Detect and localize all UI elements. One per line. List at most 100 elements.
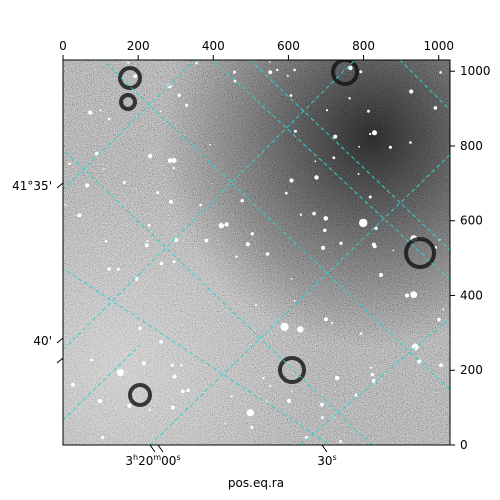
star	[312, 211, 316, 216]
star	[233, 79, 237, 83]
star	[370, 372, 375, 377]
star	[359, 70, 363, 74]
right-tick-label: 800	[460, 139, 483, 153]
top-tick-label: 0	[59, 39, 67, 53]
star	[280, 322, 289, 331]
right-tick-label: 1000	[460, 64, 491, 78]
star	[268, 61, 271, 63]
star	[85, 183, 90, 188]
star	[439, 363, 443, 368]
star	[321, 245, 326, 250]
star	[323, 228, 327, 233]
star	[122, 180, 126, 184]
top-tick-label: 600	[277, 39, 300, 53]
star	[246, 409, 254, 417]
grid-line	[63, 60, 356, 351]
star	[245, 242, 250, 247]
star	[147, 153, 153, 159]
star	[126, 61, 130, 64]
star	[230, 395, 233, 398]
star	[334, 375, 340, 381]
dec-tick-label-2: 40'	[33, 334, 52, 348]
star	[262, 376, 265, 380]
star	[180, 364, 183, 367]
star	[372, 130, 377, 136]
star	[134, 277, 139, 281]
star	[314, 160, 317, 163]
star	[148, 408, 152, 411]
dark-blobs	[118, 60, 436, 407]
star	[209, 144, 211, 146]
star	[323, 216, 329, 221]
star	[181, 389, 185, 394]
star	[392, 249, 395, 252]
star	[68, 162, 71, 166]
sky-image	[63, 60, 450, 445]
star	[144, 243, 149, 248]
star	[88, 110, 93, 115]
star	[99, 109, 102, 112]
star	[297, 326, 304, 333]
top-tick-label: 200	[127, 39, 150, 53]
right-tick-label: 200	[460, 363, 483, 377]
star	[167, 158, 173, 163]
grid-line	[399, 60, 450, 111]
star	[331, 322, 333, 325]
star	[77, 213, 82, 218]
star	[293, 68, 296, 72]
star	[104, 239, 108, 243]
dark-ring	[278, 356, 306, 384]
dark-ring	[404, 237, 436, 269]
star	[169, 199, 174, 204]
top-tick-label: 1000	[423, 39, 454, 53]
star	[367, 109, 370, 113]
star	[172, 260, 176, 264]
star	[184, 103, 189, 107]
star	[442, 308, 445, 311]
star	[339, 241, 343, 245]
star	[167, 84, 172, 89]
star	[186, 388, 190, 393]
star	[320, 402, 324, 407]
star	[171, 405, 175, 410]
star	[107, 267, 111, 271]
star	[218, 222, 224, 229]
star	[255, 304, 257, 307]
dec-tick-label-1: 41°35'	[12, 179, 52, 193]
star	[320, 416, 324, 420]
ra-tick-label-1: 3h20m00s	[125, 453, 180, 468]
star	[172, 166, 175, 170]
star	[224, 222, 229, 227]
star	[324, 317, 328, 322]
wcs-grid	[63, 60, 450, 445]
x-axis-label: pos.eq.ra	[228, 476, 284, 490]
star	[240, 199, 244, 203]
top-tick-label: 400	[202, 39, 225, 53]
star	[433, 106, 438, 110]
star	[409, 141, 412, 144]
star	[374, 226, 378, 230]
star	[287, 398, 291, 403]
star	[177, 93, 181, 97]
star	[358, 145, 360, 148]
star	[90, 358, 93, 362]
star	[325, 109, 329, 112]
star	[159, 340, 164, 344]
star	[204, 238, 209, 243]
right-tick-label: 400	[460, 288, 483, 302]
star	[289, 94, 293, 97]
star	[359, 218, 368, 228]
star	[293, 129, 297, 133]
star	[250, 425, 254, 429]
dark-ring	[331, 60, 359, 86]
top-pixel-axis: 0 200 400 600 800 1000	[59, 39, 454, 60]
grid-line	[101, 60, 450, 391]
star	[156, 191, 160, 195]
star	[269, 384, 272, 387]
grid-line	[149, 153, 450, 445]
star	[299, 213, 303, 216]
star	[410, 291, 418, 299]
star	[388, 145, 392, 149]
star	[333, 134, 338, 139]
